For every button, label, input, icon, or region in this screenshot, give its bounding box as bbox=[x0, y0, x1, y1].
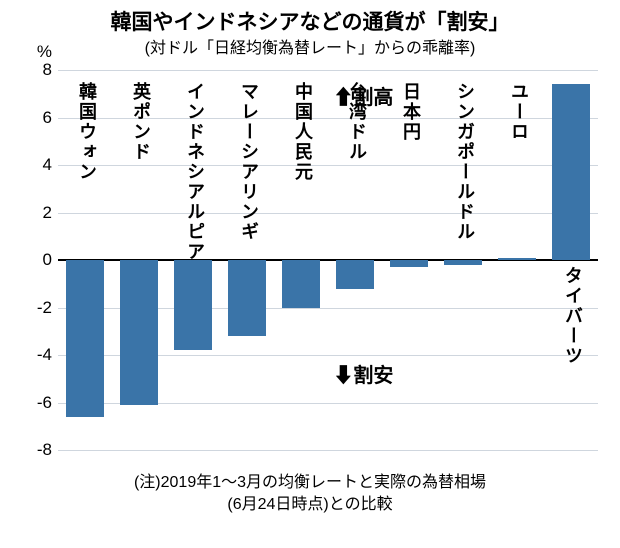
bar-label: マレーシアリンギ bbox=[236, 82, 262, 242]
currency-deviation-chart: 韓国やインドネシアなどの通貨が「割安」 (対ドル「日経均衡為替レート」からの乖離… bbox=[0, 0, 620, 548]
y-tick-label: 6 bbox=[43, 108, 52, 128]
bar bbox=[552, 84, 591, 260]
chart-subtitle: (対ドル「日経均衡為替レート」からの乖離率) bbox=[0, 34, 620, 58]
y-unit-label: % bbox=[37, 42, 52, 62]
y-tick-label: 2 bbox=[43, 203, 52, 223]
bar-label: 中国人民元 bbox=[290, 82, 316, 182]
bar-label: 韓国ウォン bbox=[74, 82, 100, 182]
bar-label: インドネシアルピア bbox=[182, 82, 208, 262]
chart-footnote-line2: (6月24日時点)との比較 bbox=[0, 490, 620, 514]
chart-footnote-line1: (注)2019年1～3月の均衡レートと実際の為替相場 bbox=[0, 468, 620, 492]
bar bbox=[282, 260, 321, 308]
bar bbox=[228, 260, 267, 336]
bar-label: シンガポールドル bbox=[452, 82, 478, 242]
annotation-overvalued: ⬆割高 bbox=[333, 81, 393, 110]
bar bbox=[120, 260, 159, 405]
bar bbox=[444, 260, 483, 265]
bar bbox=[174, 260, 213, 350]
chart-title: 韓国やインドネシアなどの通貨が「割安」 bbox=[0, 6, 620, 36]
bar bbox=[336, 260, 375, 289]
y-tick-label: -4 bbox=[37, 345, 52, 365]
bar bbox=[390, 260, 429, 267]
plot-area: % 86420-2-4-6-8韓国ウォン英ポンドインドネシアルピアマレーシアリン… bbox=[58, 70, 598, 450]
gridline bbox=[58, 450, 598, 451]
bar-label: 英ポンド bbox=[128, 82, 154, 162]
y-tick-label: -6 bbox=[37, 393, 52, 413]
y-tick-label: 8 bbox=[43, 60, 52, 80]
gridline bbox=[58, 213, 598, 214]
bar-label: ユーロ bbox=[506, 82, 532, 142]
annotation-undervalued: ⬇割安 bbox=[333, 359, 393, 388]
bar bbox=[66, 260, 105, 417]
y-tick-label: -2 bbox=[37, 298, 52, 318]
bar-label: タイバーツ bbox=[560, 266, 586, 366]
gridline bbox=[58, 70, 598, 71]
bar bbox=[498, 258, 537, 260]
y-tick-label: -8 bbox=[37, 440, 52, 460]
y-tick-label: 4 bbox=[43, 155, 52, 175]
y-tick-label: 0 bbox=[43, 250, 52, 270]
bar-label: 日本円 bbox=[398, 82, 424, 142]
gridline bbox=[58, 165, 598, 166]
